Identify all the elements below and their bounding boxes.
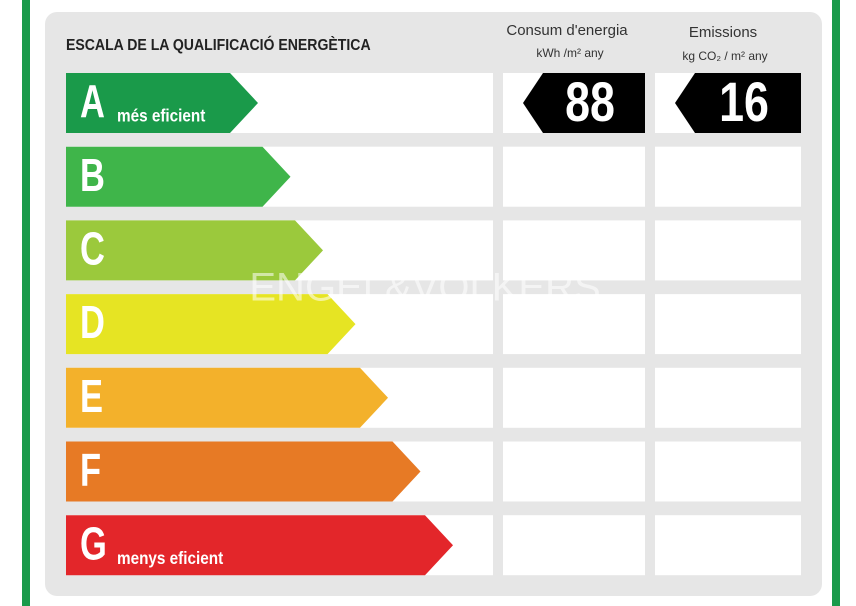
rating-arrow: [66, 73, 258, 133]
rating-letter: D: [80, 296, 105, 348]
rating-letter: C: [80, 223, 105, 275]
rating-letter: G: [80, 517, 107, 569]
value-box: [655, 220, 801, 281]
value-badge: [523, 73, 645, 133]
column-title: Consum d'energia: [506, 22, 628, 39]
rating-arrow: [66, 367, 388, 428]
value-box: [503, 515, 645, 576]
rating-letter: E: [80, 370, 103, 422]
value-box: [503, 367, 645, 428]
left-border: [22, 0, 30, 606]
value-box: [655, 367, 801, 428]
value-box: [655, 146, 801, 207]
column-unit: kg CO₂ / m² any: [682, 49, 767, 63]
rating-arrow: [66, 220, 323, 281]
rating-arrow: [66, 515, 453, 576]
column-title: Emissions: [689, 24, 757, 41]
watermark: ENGEL&VÖLKERS: [249, 266, 600, 310]
value: 16: [719, 70, 769, 133]
rating-arrow: [66, 146, 291, 207]
rating-arrow: [66, 294, 356, 355]
value-box: [655, 515, 801, 576]
value-box: [503, 220, 645, 281]
rating-letter: F: [80, 444, 101, 496]
rating-letter: B: [80, 149, 105, 201]
value-box: [503, 441, 645, 502]
value-box: [503, 294, 645, 355]
column-unit: kWh /m² any: [536, 46, 603, 60]
rating-note: més eficient: [117, 106, 206, 126]
value-box: [503, 146, 645, 207]
value-box: [655, 441, 801, 502]
value: 88: [565, 70, 615, 133]
title: ESCALA DE LA QUALIFICACIÓ ENERGÈTICA: [66, 35, 371, 54]
value-box: [655, 294, 801, 355]
rating-note: menys eficient: [117, 548, 224, 568]
rating-arrow: [66, 441, 421, 502]
right-border: [832, 0, 840, 606]
value-badge: [675, 73, 801, 133]
rating-letter: A: [80, 75, 105, 127]
